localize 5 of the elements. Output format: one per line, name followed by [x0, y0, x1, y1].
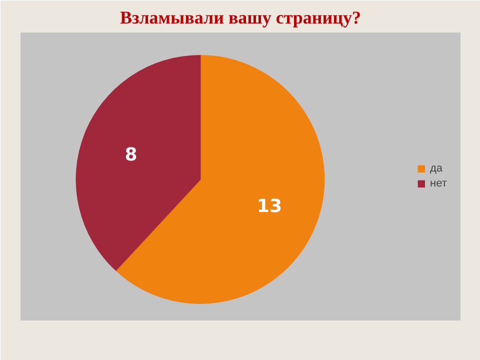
chart-title: Взламывали вашу страницу? — [120, 8, 362, 28]
legend-label: нет — [430, 178, 448, 190]
data-label: 8 — [124, 144, 138, 166]
legend-label: да — [430, 162, 444, 174]
data-label: 13 — [256, 196, 282, 218]
